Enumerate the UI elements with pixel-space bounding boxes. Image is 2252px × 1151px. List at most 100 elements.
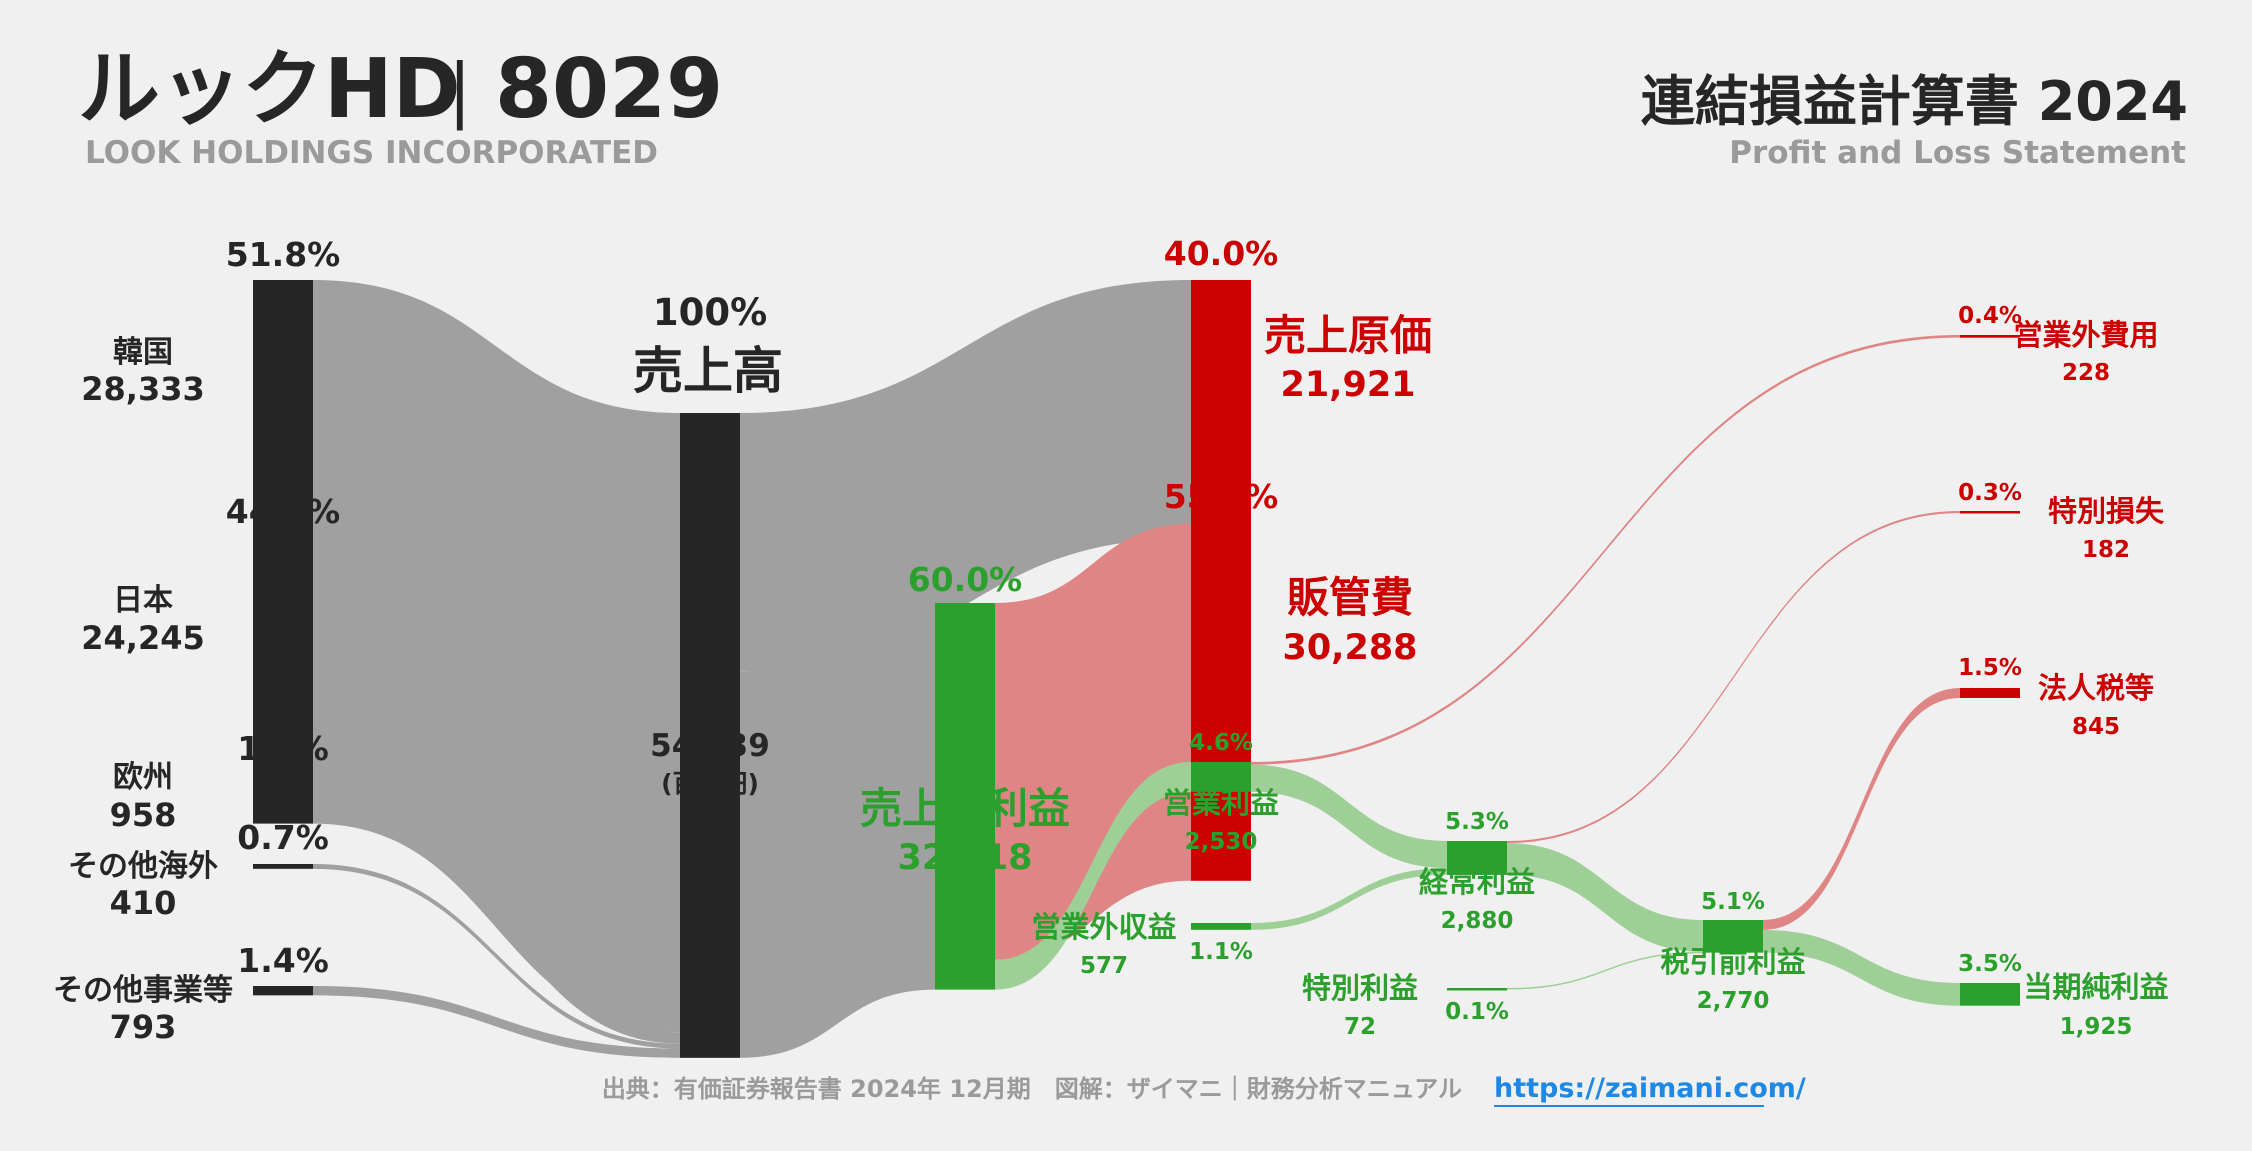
node-value-income-taxes: 845 xyxy=(2072,714,2120,740)
node-bar-operating-income xyxy=(1191,762,1251,792)
node-label-pretax-income: 税引前利益 xyxy=(1660,945,1805,979)
node-bar-extraordinary-income xyxy=(1447,988,1507,991)
node-pct-pretax-income: 5.1% xyxy=(1701,889,1765,915)
node-pct-non-op-expense: 0.4% xyxy=(1958,303,2022,329)
flow-pretax_income-to-net_income xyxy=(1763,929,1960,1006)
node-value-revenue: 54,739 xyxy=(650,728,770,764)
node-bar-ordinary-income xyxy=(1447,841,1507,875)
node-pct-ordinary-income: 5.3% xyxy=(1445,809,1509,835)
footer: 出典：有価証券報告書 2024年 12月期 図解：ザイマニ｜財務分析マニュアル … xyxy=(602,1073,1806,1107)
node-pct-other-business: 1.4% xyxy=(237,941,329,980)
node-pct-japan: 44.3% xyxy=(226,492,341,531)
flow-operating_income-to-non_op_expense xyxy=(1251,335,1960,765)
node-value-non-op-expense: 228 xyxy=(2062,360,2110,386)
node-bar-non-op-income xyxy=(1191,923,1251,930)
node-value-japan: 24,245 xyxy=(81,619,204,657)
node-value-ordinary-income: 2,880 xyxy=(1441,908,1514,934)
node-bar-layer xyxy=(253,280,2020,1058)
node-pct-income-taxes: 1.5% xyxy=(1958,655,2022,681)
title-separator: | xyxy=(448,49,472,131)
node-pct-operating-income: 4.6% xyxy=(1189,730,1253,756)
node-label-korea: 韓国 xyxy=(113,335,173,370)
node-label-non-op-income: 営業外収益 xyxy=(1031,910,1176,944)
flow-revenue-to-cogs xyxy=(740,280,1191,672)
flow-pretax_income-to-income_taxes xyxy=(1763,688,1960,930)
node-value-cogs: 21,921 xyxy=(1280,365,1415,405)
node-bar-other-overseas xyxy=(253,864,313,869)
node-label-operating-income: 営業利益 xyxy=(1163,786,1279,820)
node-bar-gross-profit xyxy=(935,603,995,990)
node-label-japan: 日本 xyxy=(113,583,173,618)
node-value-gross-profit: 32,818 xyxy=(897,838,1032,878)
node-label-income-taxes: 法人税等 xyxy=(2038,671,2154,705)
node-pct-cogs: 40.0% xyxy=(1164,234,1279,273)
source-credit: 出典：有価証券報告書 2024年 12月期 図解：ザイマニ｜財務分析マニュアル xyxy=(602,1075,1462,1103)
node-pct-sga: 55.3% xyxy=(1164,477,1279,516)
node-label-ordinary-income: 経常利益 xyxy=(1419,865,1535,899)
node-value-net-income: 1,925 xyxy=(2060,1014,2133,1040)
node-bar-other-business xyxy=(253,986,313,996)
statement-title: 連結損益計算書 2024 xyxy=(1641,70,2188,133)
node-bar-cogs xyxy=(1191,280,1251,539)
node-bar-extraordinary-loss xyxy=(1960,511,2020,514)
node-pct-europe: 1.8% xyxy=(237,729,329,768)
node-pct-extraordinary-loss: 0.3% xyxy=(1958,480,2022,506)
flow-europe-to-revenue xyxy=(313,775,680,1044)
flow-other_overseas-to-revenue xyxy=(313,864,680,1049)
flow-gross_profit-to-operating_income xyxy=(995,762,1191,990)
node-label-net-income: 当期純利益 xyxy=(2023,970,2168,1004)
node-pct-extraordinary-income: 0.1% xyxy=(1445,999,1509,1025)
node-bar-net-income xyxy=(1960,983,2020,1006)
flow-other_business-to-revenue xyxy=(313,986,680,1058)
node-value-extraordinary-income: 72 xyxy=(1344,1014,1376,1040)
node-value-sga: 30,288 xyxy=(1282,628,1417,668)
node-pct-non-op-income: 1.1% xyxy=(1189,939,1253,965)
flow-korea-to-revenue xyxy=(313,280,680,747)
flow-gross_profit-to-sga xyxy=(995,524,1191,960)
node-label-revenue: 売上高 xyxy=(633,342,783,400)
flow-operating_income-to-ordinary_income xyxy=(1251,764,1447,869)
node-pct-korea: 51.8% xyxy=(226,235,341,274)
statement-english-title: Profit and Loss Statement xyxy=(1729,135,2186,171)
label-layer: 韓国 28,333 51.8% 日本 24,245 44.3% 欧州 958 1… xyxy=(53,234,2169,1046)
flow-japan-to-revenue xyxy=(313,538,680,1033)
node-label-extraordinary-loss: 特別損失 xyxy=(2048,494,2165,528)
node-value-other-overseas: 410 xyxy=(110,884,177,922)
node-value-extraordinary-loss: 182 xyxy=(2082,537,2130,563)
node-bar-pretax-income xyxy=(1703,920,1763,953)
flow-extraordinary_income-to-pretax_income xyxy=(1507,951,1703,990)
node-pct-revenue: 100% xyxy=(653,291,767,334)
source-link[interactable]: https://zaimani.com/ xyxy=(1494,1073,1806,1104)
node-bar-income-taxes xyxy=(1960,688,2020,698)
flow-layer xyxy=(313,280,1960,1058)
node-value-europe: 958 xyxy=(110,796,177,834)
node-pct-other-overseas: 0.7% xyxy=(237,818,329,857)
header: ルックHD | 8029 LOOK HOLDINGS INCORPORATED … xyxy=(78,42,2188,171)
node-label-non-op-expense: 営業外費用 xyxy=(2013,318,2158,352)
node-pct-net-income: 3.5% xyxy=(1958,951,2022,977)
node-value-non-op-income: 577 xyxy=(1080,953,1128,979)
node-label-other-overseas: その他海外 xyxy=(68,849,218,884)
flow-ordinary_income-to-extraordinary_loss xyxy=(1507,511,1960,844)
ticker-code: 8029 xyxy=(495,42,723,137)
flow-revenue-to-gross_profit xyxy=(740,603,935,1058)
node-label-sga: 販管費 xyxy=(1287,573,1413,622)
node-bar-sga xyxy=(1191,524,1251,881)
company-name: ルックHD xyxy=(78,42,461,137)
node-value-operating-income: 2,530 xyxy=(1185,829,1258,855)
node-value-korea: 28,333 xyxy=(81,370,204,408)
node-bar-europe xyxy=(253,775,313,787)
node-bar-revenue xyxy=(680,413,740,1058)
node-bar-non-op-expense xyxy=(1960,335,2020,338)
node-label-extraordinary-income: 特別利益 xyxy=(1302,971,1418,1005)
flow-ordinary_income-to-pretax_income xyxy=(1507,843,1703,952)
node-label-gross-profit: 売上総利益 xyxy=(860,784,1070,833)
node-label-europe: 欧州 xyxy=(113,760,173,795)
node-label-other-business: その他事業等 xyxy=(53,973,233,1008)
node-pct-gross-profit: 60.0% xyxy=(908,560,1023,599)
company-english-name: LOOK HOLDINGS INCORPORATED xyxy=(85,135,658,171)
node-value-other-business: 793 xyxy=(110,1008,177,1046)
revenue-unit: (百万円) xyxy=(661,769,759,798)
node-label-cogs: 売上原価 xyxy=(1264,311,1432,360)
